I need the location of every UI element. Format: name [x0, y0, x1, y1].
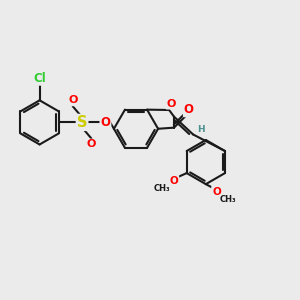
Text: O: O	[212, 187, 221, 197]
Text: H: H	[197, 125, 205, 134]
Text: CH₃: CH₃	[220, 195, 237, 204]
Text: O: O	[87, 140, 96, 149]
Text: S: S	[77, 115, 87, 130]
Text: O: O	[169, 176, 178, 186]
Text: O: O	[68, 95, 77, 105]
Text: Cl: Cl	[33, 72, 46, 85]
Text: O: O	[184, 103, 194, 116]
Text: O: O	[167, 99, 176, 109]
Text: CH₃: CH₃	[154, 184, 170, 193]
Text: O: O	[100, 116, 110, 129]
